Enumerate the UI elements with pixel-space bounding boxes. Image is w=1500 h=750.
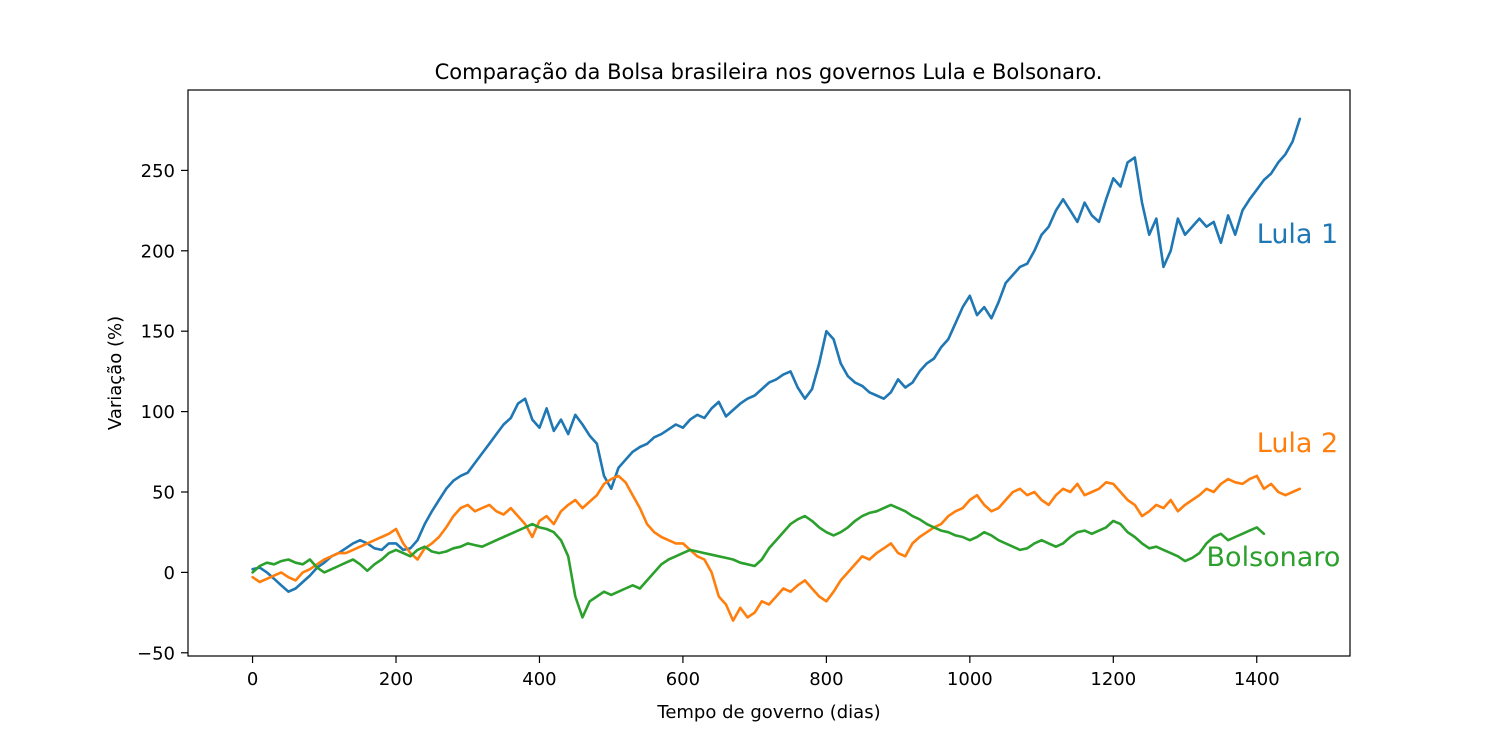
y-tick-label: 50 [152, 482, 175, 503]
x-axis-ticks: 0 200 400 600 800 1000 1200 1400 [247, 656, 1280, 690]
x-tick-label: 0 [247, 669, 258, 690]
y-tick-label: 250 [141, 161, 175, 182]
x-tick-label: 800 [809, 669, 843, 690]
x-tick-label: 1200 [1090, 669, 1136, 690]
y-tick-label: −50 [137, 643, 175, 664]
series-line-lula-2 [251, 474, 1302, 622]
x-axis-title: Tempo de governo (dias) [656, 702, 880, 723]
y-tick-label: 150 [141, 322, 175, 343]
x-tick-label: 1000 [947, 669, 993, 690]
y-tick-label: 0 [164, 563, 175, 584]
y-axis-ticks: −50 0 50 100 150 200 250 [137, 161, 188, 664]
x-tick-label: 400 [522, 669, 556, 690]
y-axis-title: Variação (%) [105, 316, 126, 430]
chart-title: Comparação da Bolsa brasileira nos gover… [435, 60, 1103, 84]
plot-area-frame [187, 89, 1351, 657]
x-tick-label: 200 [379, 669, 413, 690]
series-line-lula-1 [251, 117, 1302, 594]
series-layer: Lula 1 Lula 2 Bolsonaro [251, 117, 1341, 622]
x-tick-label: 1400 [1234, 669, 1280, 690]
series-line-bolsonaro [251, 503, 1266, 619]
series-label-lula-2: Lula 2 [1257, 428, 1339, 459]
series-label-bolsonaro: Bolsonaro [1207, 542, 1341, 573]
series-label-lula-1: Lula 1 [1257, 219, 1339, 250]
y-tick-label: 100 [141, 402, 175, 423]
x-tick-label: 600 [666, 669, 700, 690]
y-tick-label: 200 [141, 241, 175, 262]
